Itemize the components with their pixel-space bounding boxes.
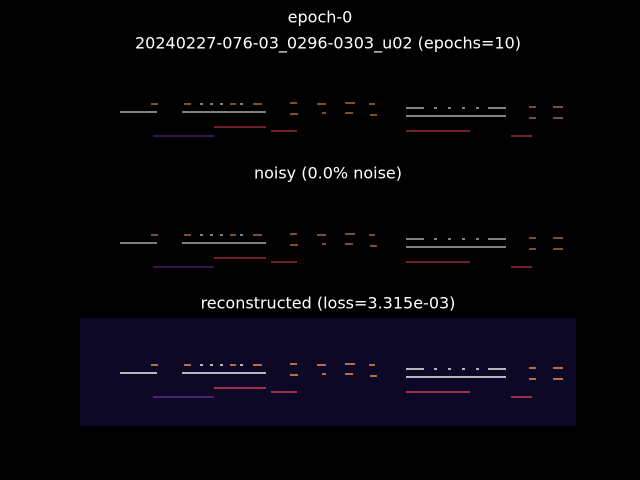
panel-title: noisy (0.0% noise) xyxy=(254,164,402,183)
figure-title: epoch-0 xyxy=(288,8,353,27)
panel-title: reconstructed (loss=3.315e-03) xyxy=(201,294,456,313)
figure-subtitle: 20240227-076-03_0296-0303_u02 (epochs=10… xyxy=(135,34,521,54)
reconstruction-image xyxy=(80,318,576,426)
